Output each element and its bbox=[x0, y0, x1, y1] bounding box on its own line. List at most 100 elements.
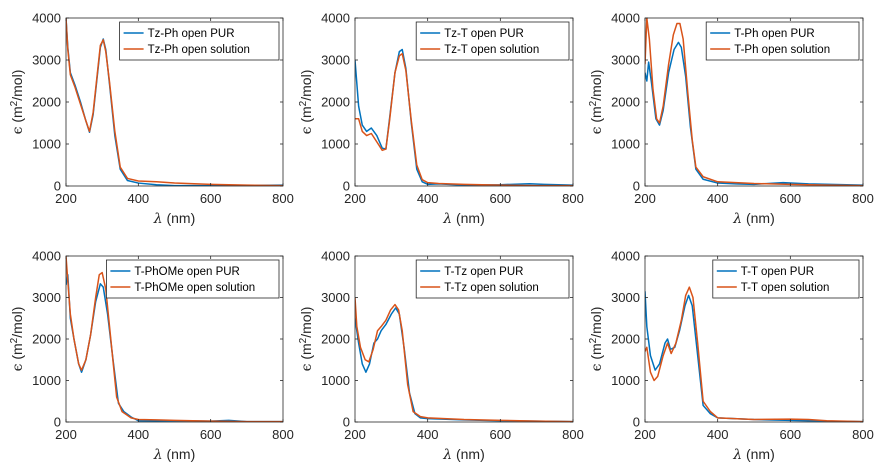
chart-panel-6: 200 400 600 800 0 1000 2000 3000 4000 λ (nm) ϵ (m2… bbox=[588, 249, 874, 464]
x-axis-label: λ (nm) bbox=[732, 446, 775, 463]
x-tick-label: 400 bbox=[417, 191, 439, 206]
y-tick-label: 3000 bbox=[611, 290, 640, 305]
y-tick-label: 0 bbox=[633, 179, 640, 194]
x-axis-label: λ (nm) bbox=[442, 210, 485, 227]
x-tick-label: 200 bbox=[55, 191, 77, 206]
x-tick-label: 800 bbox=[852, 191, 874, 206]
y-tick-label: 0 bbox=[54, 415, 61, 430]
x-tick-label: 200 bbox=[344, 191, 366, 206]
chart-panel-1: 200 400 600 800 0 1000 2000 3000 4000 λ (nm) ϵ (m2… bbox=[9, 11, 294, 228]
x-tick-label: 800 bbox=[562, 427, 584, 442]
y-tick-label: 2000 bbox=[32, 95, 61, 110]
x-tick-label: 600 bbox=[779, 427, 801, 442]
y-tick-label: 3000 bbox=[32, 290, 61, 305]
y-tick-label: 0 bbox=[54, 179, 61, 194]
series-line-2 bbox=[355, 52, 573, 186]
y-tick-label: 1000 bbox=[32, 373, 61, 388]
y-tick-label: 0 bbox=[343, 415, 350, 430]
series-line-2 bbox=[645, 18, 863, 186]
x-tick-label: 800 bbox=[272, 427, 294, 442]
y-axis-label: ϵ (m2/mol) bbox=[9, 70, 26, 135]
legend: T-T open PUR T-T open solution bbox=[712, 259, 860, 299]
legend-label-1: T-Ph open PUR bbox=[734, 28, 815, 40]
chart-panel-4: 200 400 600 800 0 1000 2000 3000 4000 λ (nm) ϵ (m2… bbox=[9, 249, 294, 464]
legend-label-1: T-PhOMe open PUR bbox=[134, 266, 239, 278]
series-line-2 bbox=[66, 256, 283, 422]
legend-label-1: T-Tz open PUR bbox=[444, 266, 523, 278]
y-axis-label: ϵ (m2/mol) bbox=[588, 307, 605, 372]
y-tick-label: 4000 bbox=[321, 249, 350, 264]
legend-label-2: T-PhOMe open solution bbox=[134, 282, 255, 294]
legend-label-2: Tz-T open solution bbox=[444, 44, 539, 56]
y-axis-label: ϵ (m2/mol) bbox=[9, 307, 26, 372]
x-tick-label: 600 bbox=[200, 191, 222, 206]
legend-box bbox=[119, 21, 280, 61]
series-line-2 bbox=[66, 18, 283, 186]
y-tick-label: 1000 bbox=[611, 373, 640, 388]
legend: T-PhOMe open PUR T-PhOMe open solution bbox=[106, 259, 280, 299]
x-tick-label: 600 bbox=[489, 191, 511, 206]
y-axis-label: ϵ (m2/mol) bbox=[588, 70, 605, 135]
legend-label-2: T-T open solution bbox=[741, 282, 830, 294]
y-tick-label: 1000 bbox=[321, 373, 350, 388]
x-tick-label: 400 bbox=[417, 427, 439, 442]
x-tick-label: 400 bbox=[127, 427, 149, 442]
series-line-2 bbox=[645, 286, 863, 422]
y-tick-label: 2000 bbox=[321, 332, 350, 347]
legend-label-1: Tz-Ph open PUR bbox=[148, 28, 235, 40]
y-tick-label: 2000 bbox=[32, 332, 61, 347]
x-tick-label: 200 bbox=[634, 427, 656, 442]
legend: T-Ph open PUR T-Ph open solution bbox=[705, 21, 860, 61]
x-tick-label: 200 bbox=[55, 427, 77, 442]
y-tick-label: 0 bbox=[633, 415, 640, 430]
legend-label-1: T-T open PUR bbox=[741, 266, 814, 278]
y-tick-label: 0 bbox=[343, 179, 350, 194]
x-tick-label: 800 bbox=[562, 191, 584, 206]
x-tick-label: 800 bbox=[272, 191, 294, 206]
legend-label-2: Tz-Ph open solution bbox=[148, 44, 250, 56]
y-tick-label: 4000 bbox=[611, 11, 640, 26]
y-tick-label: 4000 bbox=[32, 11, 61, 26]
chart-panel-2: 200 400 600 800 0 1000 2000 3000 4000 λ (nm) ϵ (m2… bbox=[298, 11, 584, 228]
legend-label-2: T-Ph open solution bbox=[734, 44, 830, 56]
y-tick-label: 3000 bbox=[321, 290, 350, 305]
x-tick-label: 400 bbox=[127, 191, 149, 206]
y-tick-label: 3000 bbox=[611, 53, 640, 68]
y-tick-label: 2000 bbox=[321, 95, 350, 110]
legend-box bbox=[712, 259, 860, 299]
y-tick-label: 4000 bbox=[611, 249, 640, 264]
legend: Tz-T open PUR Tz-T open solution bbox=[415, 21, 570, 61]
y-tick-label: 2000 bbox=[611, 95, 640, 110]
x-axis-label: λ (nm) bbox=[442, 446, 485, 463]
x-tick-label: 400 bbox=[707, 191, 729, 206]
y-tick-label: 1000 bbox=[32, 137, 61, 152]
x-axis-label: λ (nm) bbox=[153, 446, 196, 463]
y-tick-label: 4000 bbox=[321, 11, 350, 26]
x-tick-label: 600 bbox=[200, 427, 222, 442]
y-tick-label: 4000 bbox=[32, 249, 61, 264]
x-tick-label: 200 bbox=[634, 191, 656, 206]
x-axis-label: λ (nm) bbox=[153, 210, 196, 227]
x-axis-label: λ (nm) bbox=[732, 210, 775, 227]
chart-panel-3: 200 400 600 800 0 1000 2000 3000 4000 λ (nm) ϵ (m2… bbox=[588, 11, 874, 228]
legend-box bbox=[415, 259, 570, 299]
legend: Tz-Ph open PUR Tz-Ph open solution bbox=[119, 21, 280, 61]
x-tick-label: 800 bbox=[852, 427, 874, 442]
x-tick-label: 400 bbox=[707, 427, 729, 442]
y-tick-label: 3000 bbox=[32, 53, 61, 68]
legend: T-Tz open PUR T-Tz open solution bbox=[415, 259, 570, 299]
x-tick-label: 200 bbox=[344, 427, 366, 442]
y-tick-label: 2000 bbox=[611, 332, 640, 347]
chart-panel-5: 200 400 600 800 0 1000 2000 3000 4000 λ (nm) ϵ (m2… bbox=[298, 249, 584, 464]
x-tick-label: 600 bbox=[489, 427, 511, 442]
series-line-2 bbox=[355, 297, 573, 422]
legend-box bbox=[415, 21, 570, 61]
x-tick-label: 600 bbox=[779, 191, 801, 206]
legend-box bbox=[705, 21, 860, 61]
y-axis-label: ϵ (m2/mol) bbox=[298, 70, 315, 135]
y-axis-label: ϵ (m2/mol) bbox=[298, 307, 315, 372]
y-tick-label: 3000 bbox=[321, 53, 350, 68]
legend-box bbox=[106, 259, 280, 299]
y-tick-label: 1000 bbox=[321, 137, 350, 152]
